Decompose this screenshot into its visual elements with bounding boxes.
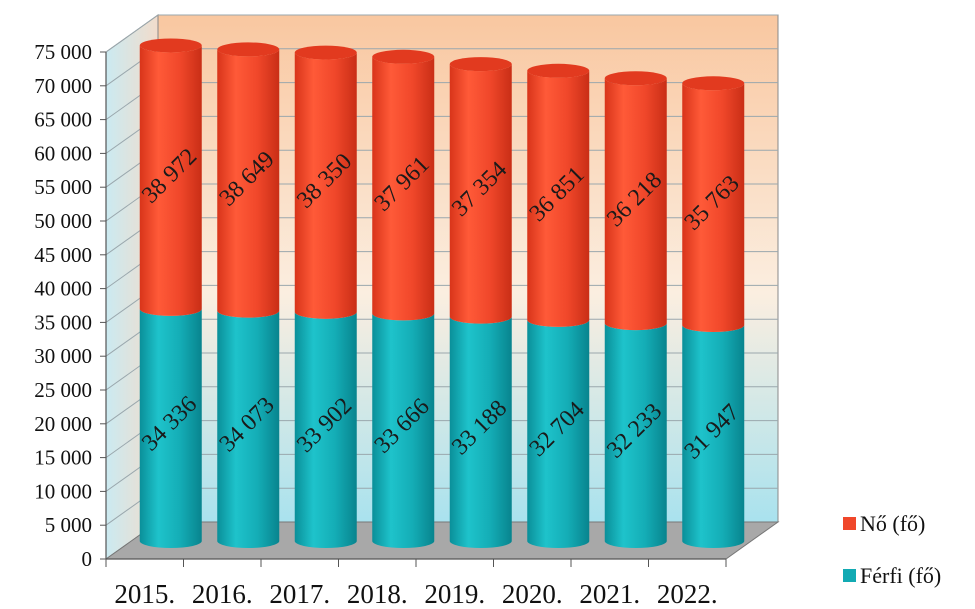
bar-segment-ferfi [604,323,667,549]
y-tick-label: 55 000 [34,175,92,199]
y-tick-label: 25 000 [34,378,92,402]
legend-swatch-no [843,517,856,530]
y-tick-label: 40 000 [34,277,92,301]
y-tick-label: 50 000 [34,209,92,233]
legend-label-ferfi: Férfi (fő) [860,563,941,588]
legend-item-ferfi: Férfi (fő) [843,563,941,588]
bar-segment-no [449,64,512,324]
y-tick-label: 65 000 [34,108,92,132]
y-tick-label: 0 [82,547,93,571]
x-tick-label: 2016. [192,579,253,609]
bar-cap [372,49,435,64]
y-tick-label: 70 000 [34,74,92,98]
bar-segment-no [139,45,202,316]
legend-item-no: Nő (fő) [843,511,925,536]
x-tick-label: 2015. [114,579,175,609]
bar-segment-no [372,56,435,321]
bar-cap [682,76,745,91]
bar-segment-ferfi [449,316,512,549]
x-tick-label: 2019. [424,579,485,609]
bar-cap [217,42,280,57]
bar-segment-ferfi [527,319,590,549]
x-tick-label: 2022. [657,579,718,609]
bar-segment-no [682,83,745,333]
bar-segment-ferfi [372,313,435,549]
floor [104,521,780,560]
y-tick-label: 45 000 [34,243,92,267]
bars [139,38,745,549]
bar-segment-no [294,52,357,319]
legend: Nő (fő) Férfi (fő) [843,511,941,588]
x-tick-label: 2020. [502,579,563,609]
legend-label-no: Nő (fő) [860,511,925,536]
legend-swatch-ferfi [843,569,856,582]
bar-segment-no [604,78,667,331]
bar-segment-ferfi [139,308,202,549]
x-tick-label: 2021. [579,579,640,609]
x-axis: 2015. 2016. 2017. 2018. 2019. 2020. 2021. 2022. [105,558,727,609]
bar-segment-no [217,49,280,318]
x-tick-label: 2018. [347,579,408,609]
y-tick-label: 60 000 [34,141,92,165]
y-axis: 0 5 000 10 000 15 000 20 000 25 000 30 000 35 0… [34,40,107,571]
bar-segment-ferfi [682,325,745,549]
bar-cap [294,45,357,60]
bar-cap [604,71,667,86]
bar-segment-no [527,70,590,327]
bar-segment-ferfi [294,311,357,549]
y-tick-label: 15 000 [34,446,92,470]
y-tick-label: 35 000 [34,310,92,334]
y-tick-label: 10 000 [34,479,92,503]
bar-cap [527,63,590,78]
x-tick-label: 2017. [269,579,330,609]
bar-segment-ferfi [217,310,280,549]
gridline-side [105,14,159,53]
bar-cap [449,57,512,72]
bar-cap [139,38,202,53]
y-tick-label: 75 000 [34,40,92,64]
y-tick-label: 20 000 [34,412,92,436]
y-tick-label: 30 000 [34,344,92,368]
plot-walls [104,14,780,560]
y-tick-label: 5 000 [45,513,92,537]
